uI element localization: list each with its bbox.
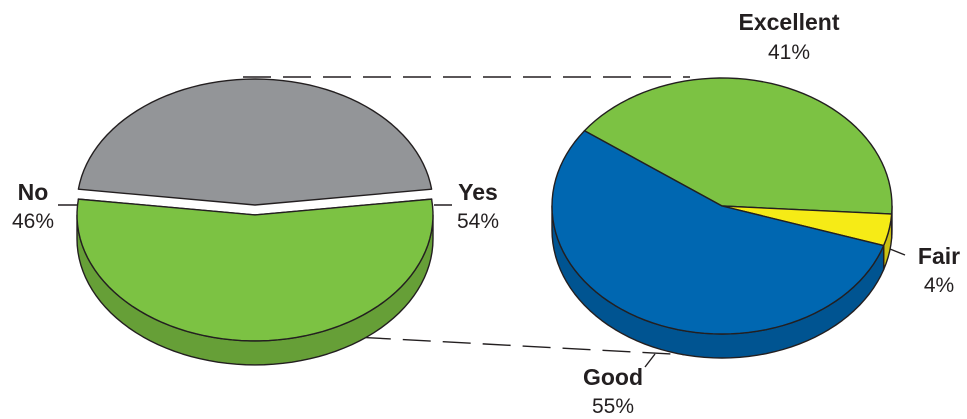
label-excellent: Excellent: [739, 9, 840, 35]
value-no: 46%: [12, 210, 54, 233]
label-yes: Yes: [458, 179, 498, 205]
label-fair: Fair: [918, 243, 960, 269]
value-good: 55%: [592, 395, 634, 418]
value-yes: 54%: [457, 210, 499, 233]
leader-good: [644, 353, 656, 368]
breakdown-slice-0: [583, 77, 893, 215]
breakdown-slice-2: [551, 130, 885, 335]
connector-lines: [58, 76, 906, 368]
primary-slice-1: [77, 78, 433, 206]
label-no: No: [18, 179, 49, 205]
breakdown-pie: [551, 77, 893, 359]
data-labels: No 46% Yes 54% Excellent 41% Fair 4% Goo…: [12, 9, 960, 418]
label-good: Good: [583, 364, 643, 390]
value-fair: 4%: [924, 274, 954, 297]
value-excellent: 41%: [768, 41, 810, 64]
primary-pie: [76, 78, 434, 366]
connector-bottom: [242, 330, 691, 356]
primary-slice-0: [76, 198, 434, 342]
leader-fair: [889, 248, 906, 256]
